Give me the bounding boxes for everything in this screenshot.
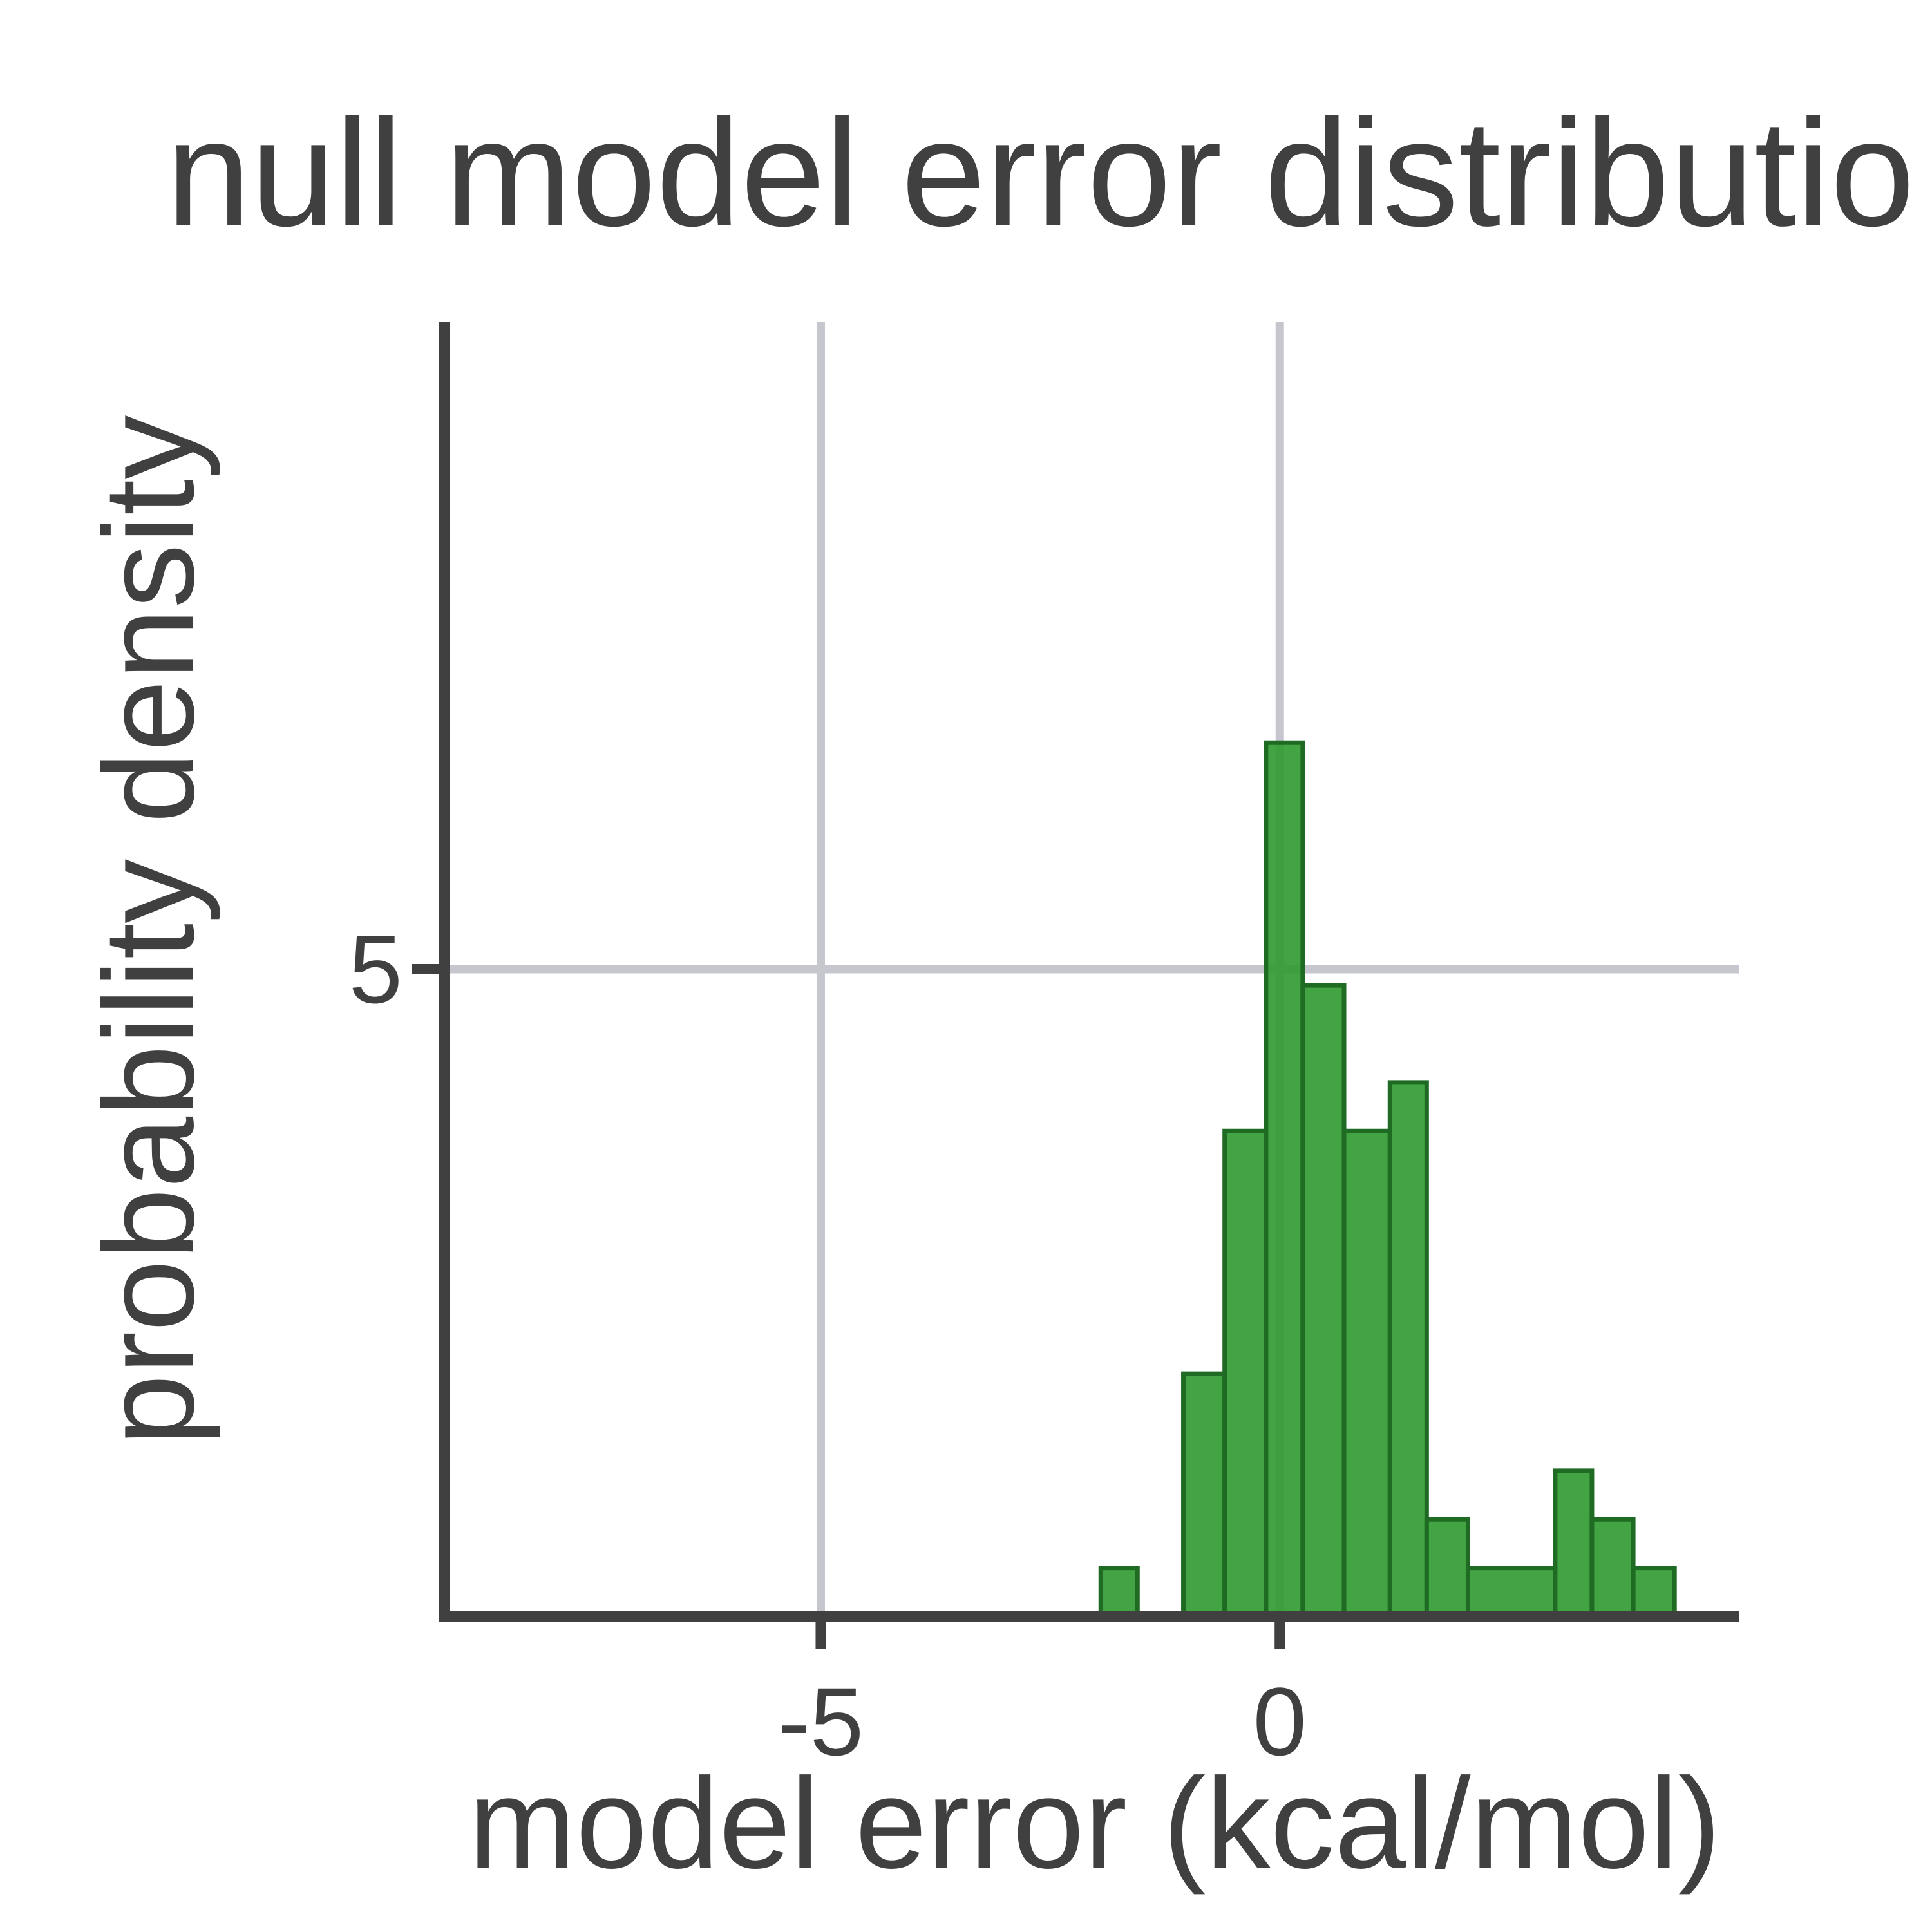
histogram-bar: [1264, 740, 1305, 1619]
y-axis-label: probability density: [77, 415, 221, 1446]
histogram-bar: [1300, 983, 1347, 1619]
histogram-bar: [1465, 1566, 1558, 1619]
histogram-bar: [1424, 1517, 1470, 1619]
y-tick-label: 5: [349, 915, 402, 1023]
histogram-bar: [1553, 1468, 1595, 1619]
histogram-bars: [1098, 740, 1677, 1619]
ticks: -5 0 5: [349, 915, 1307, 1776]
x-tick-label: 0: [1253, 1667, 1307, 1776]
histogram-bar: [1589, 1517, 1636, 1619]
histogram-bar: [1387, 1080, 1429, 1619]
x-axis-label: model error (kcal/mol): [469, 1752, 1721, 1895]
chart-title: null model error distributio: [166, 88, 1915, 258]
histogram-bar: [1631, 1566, 1677, 1619]
histogram-bar: [1341, 1128, 1392, 1619]
histogram-bar: [1181, 1371, 1227, 1619]
histogram-bar: [1222, 1128, 1269, 1619]
x-tick-label: -5: [778, 1667, 864, 1776]
histogram-bar: [1098, 1566, 1140, 1619]
